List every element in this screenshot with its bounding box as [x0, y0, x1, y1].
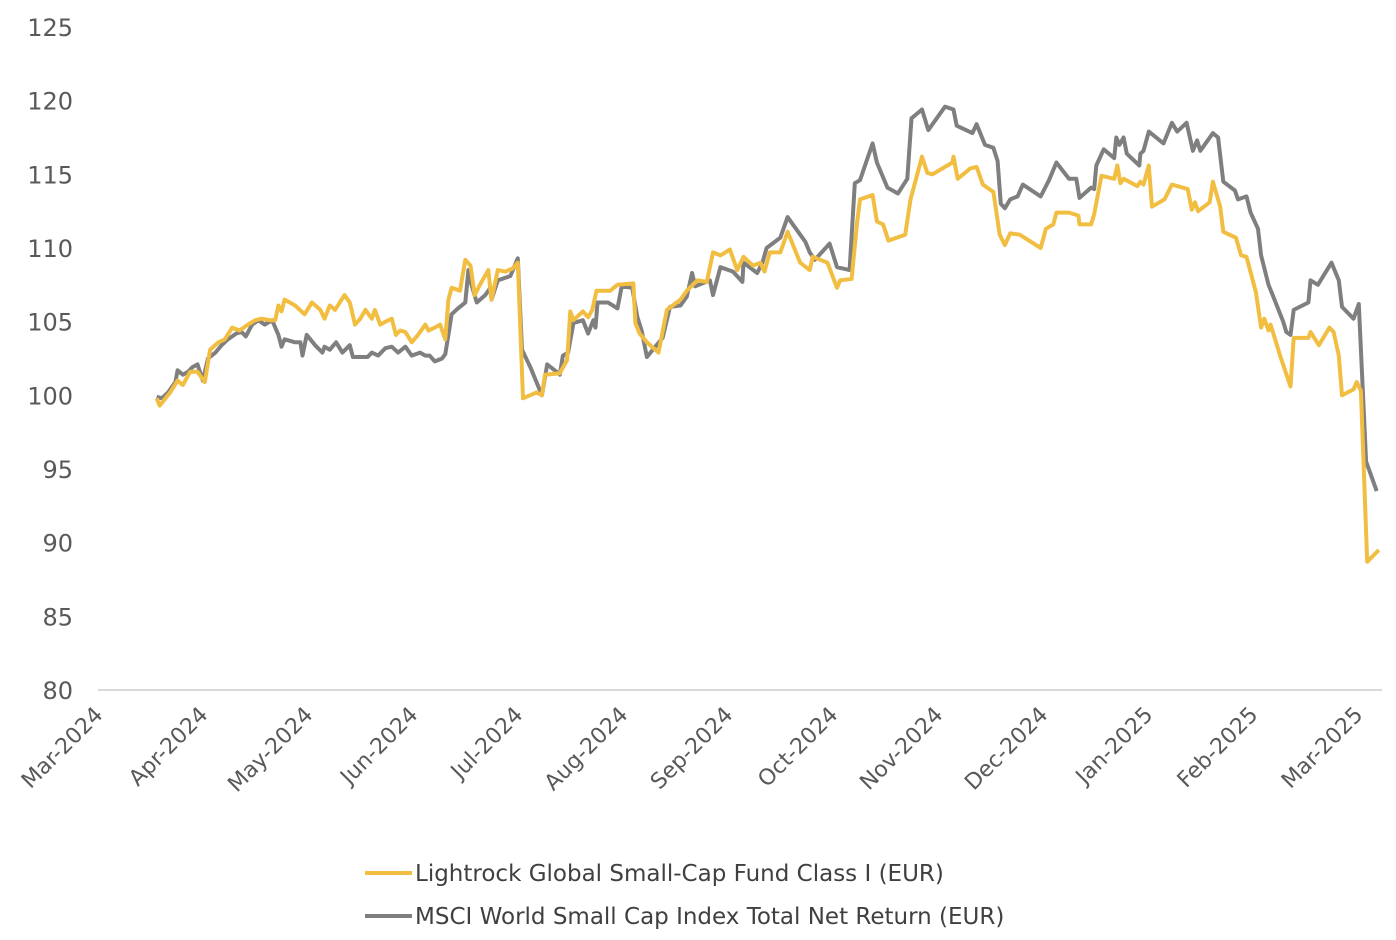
y-tick-label: 110 [27, 235, 73, 263]
y-tick-label: 95 [42, 456, 73, 484]
x-tick-label: Mar-2025 [1277, 703, 1368, 794]
y-tick-label: 115 [27, 161, 73, 189]
x-axis-ticks: Mar-2024 Apr-2024 May-2024 Jun-2024 Jul-2024… [17, 703, 1368, 798]
x-tick-label: Nov-2024 [855, 703, 948, 796]
x-tick-label: Jun-2024 [335, 703, 424, 792]
x-tick-label: Jan-2025 [1070, 703, 1158, 791]
series-lines [154, 104, 1381, 564]
x-tick-label: Apr-2024 [124, 703, 213, 792]
series-line-fund [154, 154, 1381, 564]
legend-label-fund: Lightrock Global Small-Cap Fund Class I … [415, 861, 944, 887]
x-tick-label: Aug-2024 [540, 703, 633, 796]
legend: Lightrock Global Small-Cap Fund Class I … [365, 861, 1004, 930]
x-tick-label: Mar-2024 [17, 703, 108, 794]
x-tick-label: Oct-2024 [753, 703, 843, 793]
x-tick-label: Jul-2024 [445, 703, 528, 786]
x-tick-label: Feb-2025 [1173, 703, 1263, 793]
y-tick-label: 85 [42, 603, 73, 631]
y-tick-label: 105 [27, 309, 73, 337]
x-tick-label: May-2024 [223, 703, 318, 798]
legend-label-index: MSCI World Small Cap Index Total Net Ret… [415, 904, 1004, 930]
y-tick-label: 100 [27, 382, 73, 410]
y-tick-label: 125 [27, 14, 73, 42]
y-tick-label: 80 [42, 677, 73, 705]
y-tick-label: 90 [42, 530, 73, 558]
series-line-index [156, 104, 1379, 492]
x-tick-label: Sep-2024 [646, 703, 738, 795]
y-tick-label: 120 [27, 88, 73, 116]
x-tick-label: Dec-2024 [960, 703, 1053, 796]
y-axis-ticks: 80 85 90 95 100 105 110 115 120 125 [27, 14, 73, 705]
